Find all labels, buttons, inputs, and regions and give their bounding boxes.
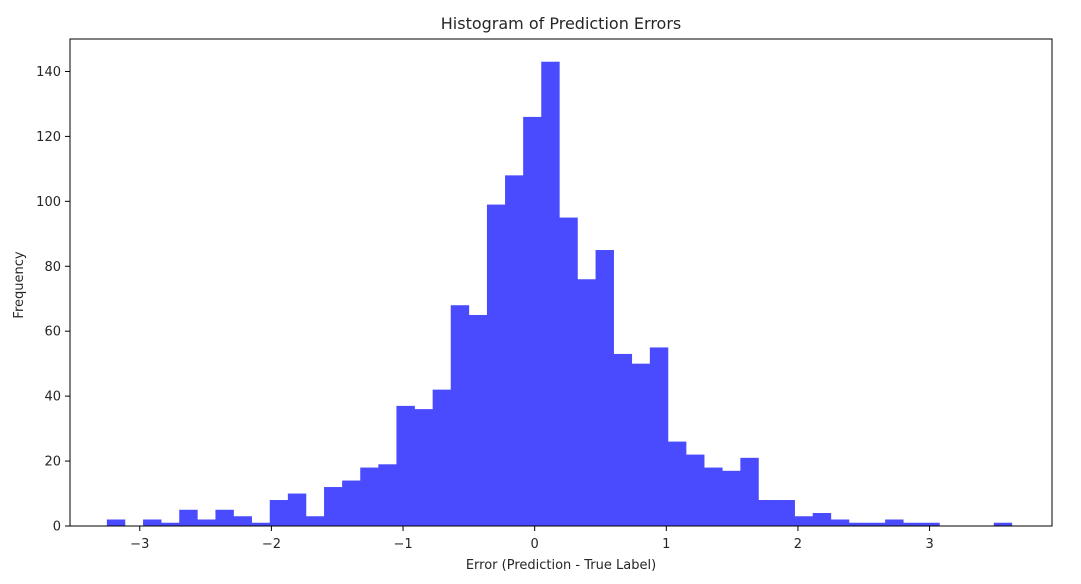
histogram-bar	[559, 217, 578, 527]
y-axis-ticks: 0 20 40 60 80 100 120 140	[36, 65, 70, 535]
histogram-bar	[740, 457, 759, 526]
x-tick-label: −3	[130, 537, 149, 552]
histogram-bar	[595, 250, 614, 527]
histogram-bar	[432, 389, 452, 526]
y-axis-label: Frequency	[12, 251, 27, 318]
bars-group	[106, 61, 1013, 527]
histogram-bar	[233, 516, 252, 526]
histogram-bar	[830, 519, 850, 526]
histogram-bar	[305, 516, 325, 526]
chart-title: Histogram of Prediction Errors	[441, 14, 682, 33]
x-tick-label: 2	[794, 537, 802, 552]
y-tick-label: 120	[36, 130, 61, 145]
histogram-bar	[106, 519, 126, 526]
y-tick-label: 20	[44, 455, 61, 470]
histogram-bar	[197, 519, 216, 526]
histogram-bar	[848, 522, 868, 526]
histogram-bar	[812, 513, 832, 526]
histogram-bar	[414, 409, 433, 526]
y-tick-label: 40	[44, 390, 61, 405]
histogram-bar	[450, 305, 470, 526]
histogram-bar	[649, 347, 669, 526]
histogram-bar	[523, 116, 542, 527]
plot-frame	[69, 38, 1053, 527]
histogram-bar	[885, 519, 904, 526]
histogram-bar	[903, 522, 922, 526]
x-tick-label: −1	[393, 537, 412, 552]
histogram-bar	[287, 493, 307, 526]
histogram-bar	[486, 204, 506, 526]
x-tick-label: 0	[531, 537, 539, 552]
histogram-bar	[758, 500, 777, 526]
histogram-bar	[360, 467, 379, 526]
histogram-bar	[269, 500, 289, 526]
x-tick-label: 1	[662, 537, 670, 552]
histogram-bar	[704, 467, 723, 526]
histogram-bar	[396, 405, 415, 526]
histogram-bar	[342, 480, 361, 526]
histogram-bar	[631, 363, 651, 526]
histogram-bar	[577, 279, 596, 526]
histogram-bar	[468, 314, 488, 526]
histogram-bar	[993, 522, 1013, 526]
x-axis-label: Error (Prediction - True Label)	[466, 558, 656, 573]
histogram-bar	[324, 487, 343, 526]
histogram-bar	[686, 454, 705, 526]
histogram-bar	[251, 522, 271, 526]
histogram-bar	[378, 464, 397, 526]
histogram-bar	[867, 522, 886, 526]
x-tick-label: 3	[925, 537, 933, 552]
histogram-bar	[921, 522, 940, 526]
histogram-bar	[215, 509, 234, 526]
x-tick-label: −2	[262, 537, 281, 552]
histogram-bar	[794, 516, 814, 526]
histogram-bar	[667, 441, 687, 526]
histogram-bar	[776, 500, 795, 526]
y-tick-label: 140	[36, 65, 61, 80]
y-tick-label: 0	[53, 520, 61, 535]
histogram-bar	[505, 175, 524, 527]
histogram-bar	[541, 61, 560, 527]
histogram-bar	[613, 353, 633, 526]
histogram-bar	[143, 519, 162, 526]
y-tick-label: 80	[44, 260, 61, 275]
histogram-bar	[179, 509, 198, 526]
y-tick-label: 100	[36, 195, 61, 210]
histogram-bar	[722, 470, 741, 526]
histogram-bar	[161, 522, 180, 526]
x-axis-ticks: −3 −2 −1 0 1 2 3	[130, 526, 934, 552]
y-tick-label: 60	[44, 325, 61, 340]
